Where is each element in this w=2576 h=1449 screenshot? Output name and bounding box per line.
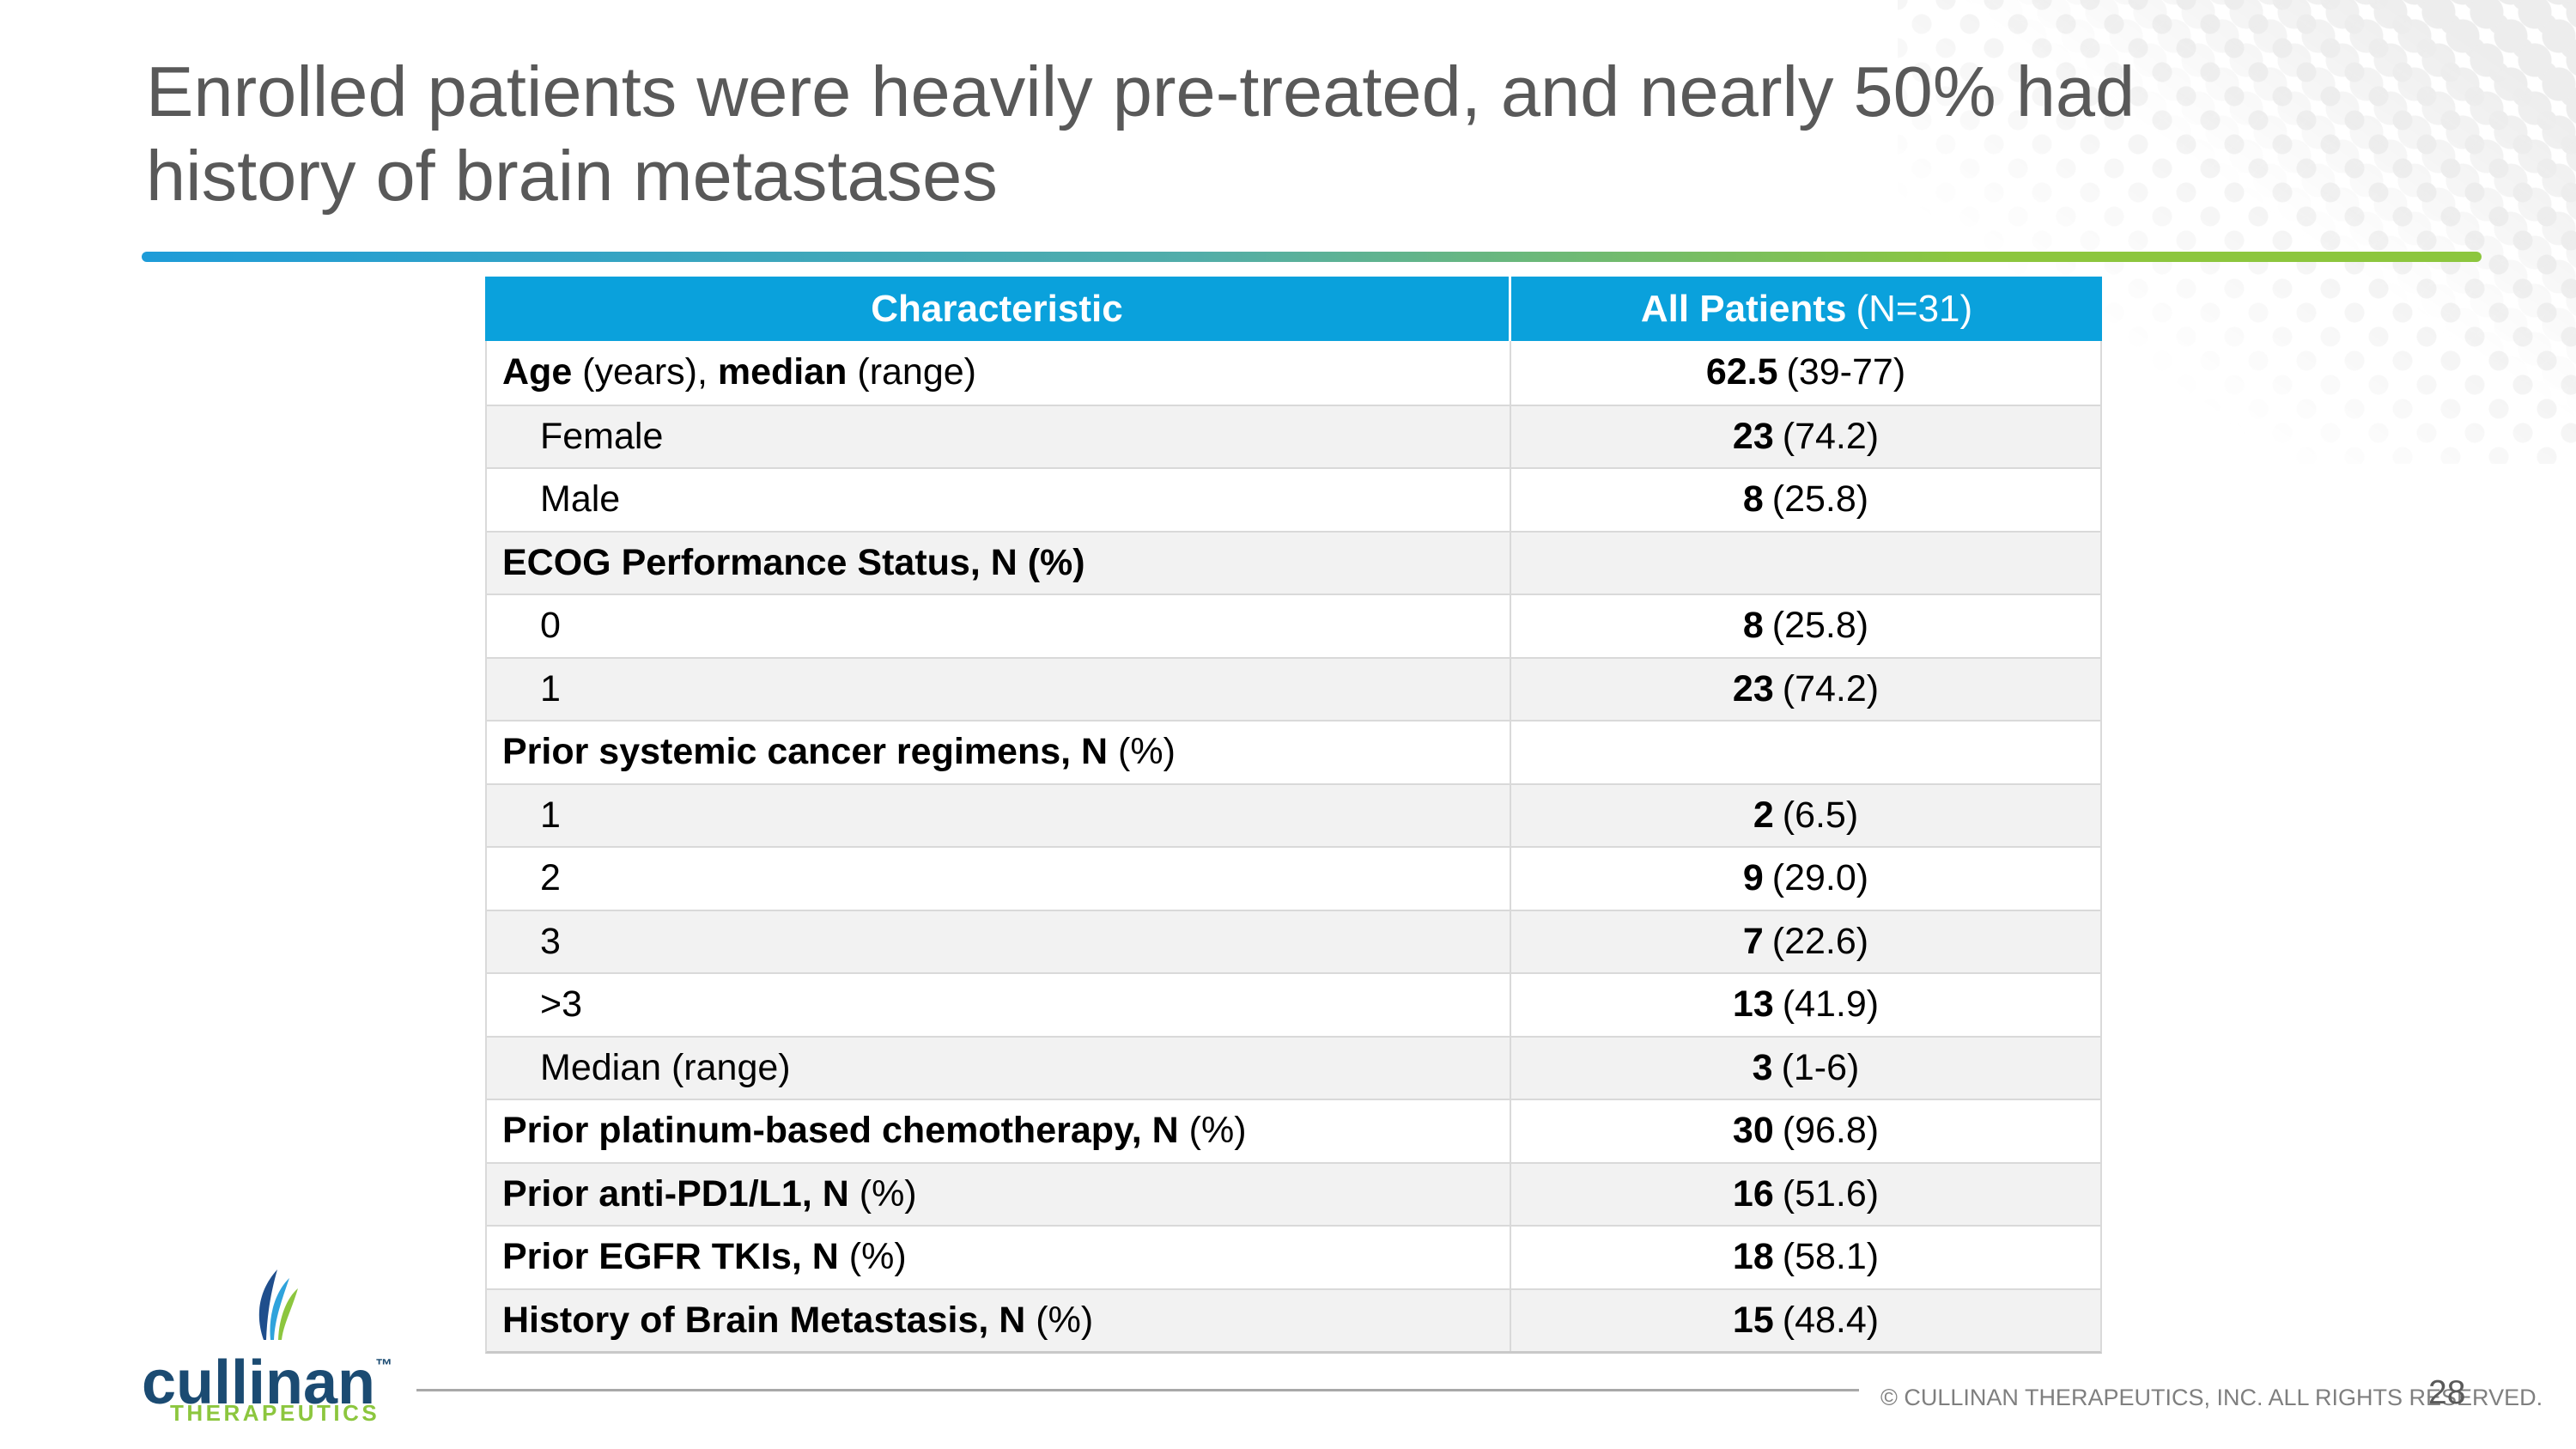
logo-wordmark-text: cullinan [142,1349,376,1417]
row-value [1511,721,2100,783]
table-row: ECOG Performance Status, N (%) [487,530,2100,594]
table-body: Age (years), median (range) 62.5 (39-77) Fe… [485,341,2102,1354]
table-row: Prior systemic cancer regimens, N (%) [487,720,2100,783]
row-value: 8 (25.8) [1742,478,1869,521]
table-row: 2 9 (29.0) [487,846,2100,910]
row-value: 13 (41.9) [1732,983,1880,1026]
row-label: >3 [487,974,1511,1036]
accent-gradient-bar [142,252,2482,262]
table-row: 3 7 (22.6) [487,909,2100,972]
table-row: Prior EGFR TKIs, N (%) 18 (58.1) [487,1225,2100,1288]
row-label: ECOG Performance Status, N (%) [487,532,1511,594]
row-label: Prior platinum-based chemotherapy, N (%) [487,1100,1511,1162]
row-value [1511,533,2100,594]
table-row: Prior anti-PD1/L1, N (%) 16 (51.6) [487,1161,2100,1225]
table-row: Male 8 (25.8) [487,467,2100,531]
row-label: 1 [487,784,1511,846]
row-label: Female [487,405,1511,467]
row-label: Age (years), median (range) [487,341,1511,405]
trademark-symbol: ™ [375,1356,393,1375]
row-value: 18 (58.1) [1732,1236,1880,1278]
row-label: Prior EGFR TKIs, N (%) [487,1227,1511,1288]
all-patients-n: (N=31) [1856,287,1973,330]
all-patients-label: All Patients [1640,287,1847,330]
copyright-text: © CULLINAN THERAPEUTICS, INC. ALL RIGHTS… [1880,1385,2543,1410]
row-label: History of Brain Metastasis, N (%) [487,1289,1511,1351]
table-row: Age (years), median (range) 62.5 (39-77) [487,341,2100,405]
row-value: 16 (51.6) [1732,1172,1880,1215]
logo-wordmark: cullinan™ [142,1335,392,1414]
row-value: 62.5 (39-77) [1705,351,1906,393]
row-label: 2 [487,848,1511,910]
column-header-characteristic: Characteristic [485,277,1511,341]
table-row: 1 2 (6.5) [487,782,2100,846]
page-title-line1: Enrolled patients were heavily pre-treat… [146,52,2136,131]
cullinan-leaf-icon [258,1269,298,1340]
table-row: Prior platinum-based chemotherapy, N (%)… [487,1099,2100,1162]
row-value: 8 (25.8) [1742,605,1869,647]
row-value: 23 (74.2) [1732,667,1880,709]
table-row: >3 13 (41.9) [487,972,2100,1036]
row-value: 7 (22.6) [1742,920,1869,962]
footer-divider [416,1389,1859,1391]
table-header-row: Characteristic All Patients (N=31) [485,277,2102,341]
row-label: Prior anti-PD1/L1, N (%) [487,1163,1511,1225]
row-label: 3 [487,910,1511,972]
table-row: Female 23 (74.2) [487,404,2100,467]
row-value: 30 (96.8) [1732,1110,1880,1152]
row-value: 2 (6.5) [1753,794,1859,836]
row-value: 15 (48.4) [1732,1299,1880,1341]
page-title: Enrolled patients were heavily pre-treat… [146,50,2135,218]
table-row: 1 23 (74.2) [487,656,2100,720]
row-label: 0 [487,595,1511,657]
page-title-line2: history of brain metastases [146,136,998,216]
row-label: Median (range) [487,1037,1511,1099]
table-row: 0 8 (25.8) [487,594,2100,657]
row-label: 1 [487,658,1511,720]
row-value: 23 (74.2) [1732,415,1880,457]
patient-characteristics-table: Characteristic All Patients (N=31) Age (… [485,277,2102,1354]
page-number: 28 [2428,1374,2466,1411]
row-label: Male [487,469,1511,531]
logo-subtext: THERAPEUTICS [170,1400,380,1426]
row-value: 3 (1-6) [1752,1046,1860,1088]
table-row: History of Brain Metastasis, N (%) 15 (48.… [487,1288,2100,1351]
row-label: Prior systemic cancer regimens, N (%) [487,721,1511,783]
column-header-all-patients: All Patients (N=31) [1511,277,2102,341]
row-value: 9 (29.0) [1742,857,1869,899]
table-row: Median (range) 3 (1-6) [487,1035,2100,1099]
